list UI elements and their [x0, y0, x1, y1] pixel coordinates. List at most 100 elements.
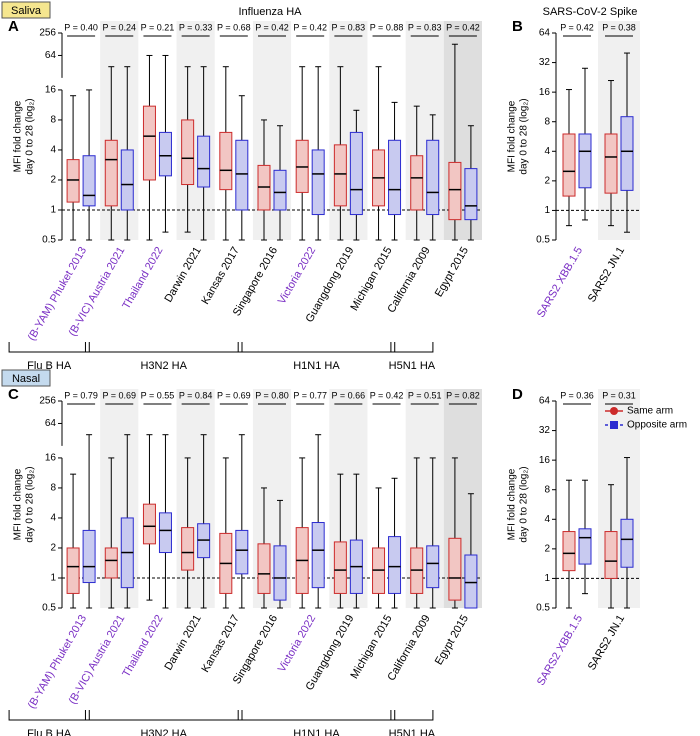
- p-value: P = 0.36: [560, 390, 594, 400]
- group-label: H5N1 HA: [389, 360, 436, 372]
- y-tick-label: 64: [539, 28, 551, 39]
- y-axis-label: MFI fold change: [13, 468, 24, 540]
- group-bracket: [237, 342, 396, 353]
- group-label: Flu B HA: [27, 360, 72, 372]
- box: [197, 135, 211, 188]
- box: [273, 545, 287, 601]
- y-tick-label: 32: [539, 425, 551, 436]
- y-tick-label: 4: [50, 145, 56, 156]
- box: [235, 529, 249, 575]
- box: [426, 139, 440, 216]
- p-value: P = 0.77: [293, 390, 327, 400]
- p-value: P = 0.42: [446, 22, 480, 32]
- box: [448, 161, 462, 221]
- box: [82, 155, 96, 207]
- legend-label: Same arm: [627, 406, 673, 417]
- y-tick-label: 32: [539, 57, 551, 68]
- x-tick-label: Thailand 2022: [120, 245, 165, 311]
- p-value: P = 0.42: [255, 22, 289, 32]
- legend-marker: [610, 407, 618, 415]
- y-tick-label: 8: [50, 115, 56, 126]
- group-label: H5N1 HA: [389, 728, 436, 736]
- y-tick-label: 16: [539, 87, 551, 98]
- y-tick-label: 8: [544, 484, 550, 495]
- p-value: P = 0.42: [293, 22, 327, 32]
- y-tick-label: 64: [539, 396, 551, 407]
- x-tick-label: California 2009: [385, 245, 432, 315]
- y-tick-label: 64: [45, 418, 57, 429]
- box: [604, 531, 618, 579]
- y-tick-label: 1: [544, 205, 550, 216]
- p-value: P = 0.51: [408, 390, 442, 400]
- y-axis-label: MFI fold change: [507, 100, 518, 172]
- y-tick-label: 64: [45, 50, 57, 61]
- p-value: P = 0.31: [602, 390, 636, 400]
- legend-label: Opposite arm: [627, 420, 687, 431]
- group-bracket: [390, 342, 434, 353]
- box: [104, 139, 118, 207]
- y-tick-label: 0.5: [536, 235, 550, 246]
- panel-title: Influenza HA: [239, 6, 303, 18]
- x-tick-label: SARS2 JN.1: [586, 245, 627, 304]
- box: [349, 131, 363, 216]
- y-tick-label: 256: [39, 28, 56, 39]
- box: [181, 119, 195, 186]
- y-tick-label: 0.5: [42, 603, 56, 614]
- p-value: P = 0.21: [141, 22, 175, 32]
- x-tick-label: SARS2 JN.1: [586, 613, 627, 672]
- box: [333, 144, 347, 207]
- p-value: P = 0.69: [102, 390, 136, 400]
- y-tick-label: 0.5: [42, 235, 56, 246]
- y-tick-label: 8: [544, 116, 550, 127]
- box: [82, 529, 96, 584]
- x-tick-label: Egypt 2015: [433, 613, 471, 667]
- box: [219, 131, 233, 191]
- y-axis-label: day 0 to 28 (log₂): [519, 98, 530, 174]
- panel-letter: D: [512, 386, 523, 403]
- box: [66, 159, 80, 203]
- box: [464, 554, 478, 609]
- p-value: P = 0.88: [370, 22, 404, 32]
- box: [578, 528, 592, 565]
- y-axis-label: MFI fold change: [507, 468, 518, 540]
- group-bracket: [237, 710, 396, 721]
- section-badge: [1, 369, 51, 387]
- p-value: P = 0.42: [560, 22, 594, 32]
- box: [104, 547, 118, 579]
- group-label: H3N2 HA: [140, 728, 187, 736]
- box: [562, 133, 576, 197]
- group-label: H1N1 HA: [293, 360, 340, 372]
- p-value: P = 0.33: [179, 22, 213, 32]
- y-tick-label: 256: [39, 396, 56, 407]
- y-tick-label: 2: [544, 543, 550, 554]
- y-axis-label: day 0 to 28 (log₂): [519, 466, 530, 542]
- y-tick-label: 4: [544, 146, 550, 157]
- box: [257, 543, 271, 594]
- p-value: P = 0.84: [179, 390, 213, 400]
- box: [578, 133, 592, 189]
- y-tick-label: 8: [50, 483, 56, 494]
- y-tick-label: 1: [544, 573, 550, 584]
- box: [120, 149, 134, 211]
- panel-letter: A: [8, 18, 19, 35]
- box: [181, 527, 195, 571]
- y-tick-label: 2: [544, 175, 550, 186]
- group-bracket: [390, 710, 434, 721]
- y-tick-label: 2: [50, 543, 56, 554]
- x-tick-label: Kansas 2017: [199, 613, 242, 675]
- x-tick-label: Egypt 2015: [433, 245, 471, 299]
- x-tick-label: Darwin 2021: [162, 613, 203, 672]
- p-value: P = 0.42: [370, 390, 404, 400]
- p-value: P = 0.55: [141, 390, 175, 400]
- group-bracket: [84, 342, 243, 353]
- p-value: P = 0.83: [332, 22, 366, 32]
- p-value: P = 0.40: [64, 22, 98, 32]
- p-value: P = 0.79: [64, 390, 98, 400]
- y-tick-label: 1: [50, 205, 56, 216]
- y-axis-label: day 0 to 28 (log₂): [25, 98, 36, 174]
- box: [620, 518, 634, 568]
- box: [562, 531, 576, 572]
- group-label: H3N2 HA: [140, 360, 187, 372]
- box: [464, 168, 478, 221]
- x-tick-label: Victoria 2022: [276, 245, 318, 306]
